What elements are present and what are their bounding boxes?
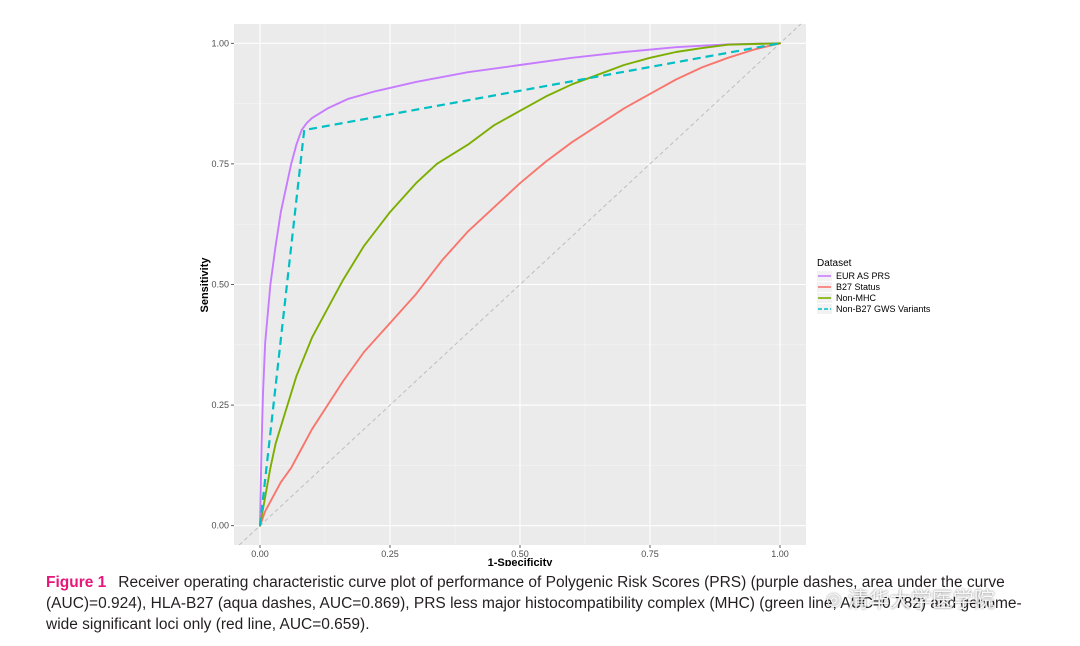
- series-line-non-mhc: [259, 42, 781, 527]
- y-tick-label: 0.75: [211, 159, 229, 169]
- x-tick-label: 1.00: [771, 549, 789, 559]
- watermark-text: 清华大学医学院: [847, 588, 995, 612]
- y-tick-label: 0.00: [211, 521, 229, 531]
- watermark: ◎ 清华大学医学院: [826, 586, 1046, 612]
- series-line-eur-as-prs: [259, 42, 781, 527]
- figure-caption: Figure 1 Receiver operating characteristi…: [46, 572, 1046, 635]
- reference-diagonal: [238, 23, 802, 546]
- figure-label: Figure 1: [46, 574, 107, 591]
- legend-item-label: B27 Status: [836, 282, 881, 292]
- legend-item-label: Non-MHC: [836, 293, 877, 303]
- x-tick-label: 0.50: [511, 549, 529, 559]
- y-tick-label: 1.00: [211, 38, 229, 48]
- y-tick-label: 0.25: [211, 400, 229, 410]
- x-axis-ticks: 0.00 0.25 0.50 0.75 1.00: [251, 545, 789, 559]
- series-lines: [258, 42, 781, 527]
- x-tick-label: 0.25: [381, 549, 399, 559]
- roc-chart: 0.00 0.25 0.50 0.75 1.00 0.00 0.25 0.50 0.75 1.0…: [199, 23, 931, 566]
- y-tick-label: 0.50: [211, 280, 229, 290]
- series-line-b27-status: [259, 42, 781, 527]
- grid-lines: [234, 24, 806, 545]
- x-tick-label: 0.75: [641, 549, 659, 559]
- y-axis-title: Sensitivity: [199, 257, 211, 313]
- legend-title: Dataset: [817, 258, 852, 269]
- series-line-non-b27-gws-variants: [258, 42, 781, 526]
- legend-item-label: Non-B27 GWS Variants: [836, 304, 931, 314]
- caption-text: Receiver operating characteristic curve …: [46, 574, 1022, 633]
- legend-item-label: EUR AS PRS: [836, 271, 890, 281]
- y-axis-ticks: 0.00 0.25 0.50 0.75 1.00: [211, 38, 234, 531]
- x-axis-title: 1-Specificity: [488, 557, 554, 566]
- wechat-icon: ◎: [826, 588, 842, 610]
- x-tick-label: 0.00: [251, 549, 269, 559]
